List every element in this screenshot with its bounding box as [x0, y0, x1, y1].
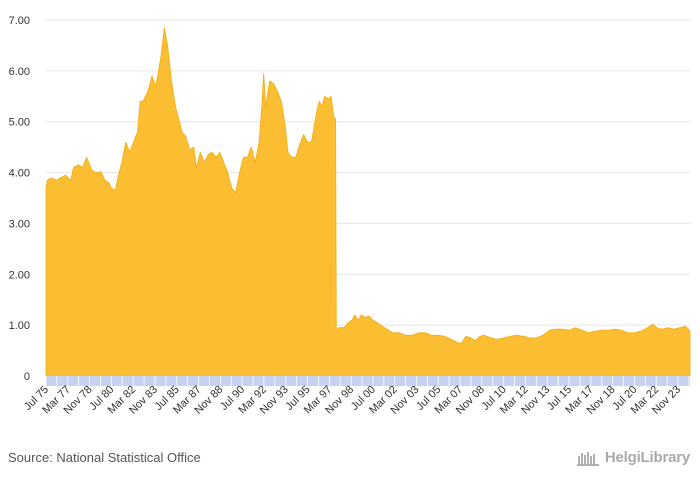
library-icon [576, 451, 599, 466]
y-tick-label: 3.00 [9, 218, 30, 230]
y-axis: 0 1.00 2.00 3.00 4.00 5.00 6.00 7.00 [9, 15, 30, 383]
brand-logo: HelgiLibrary [576, 449, 690, 466]
y-tick-label: 4.00 [9, 168, 30, 180]
x-axis-band [46, 376, 690, 386]
source-note: Source: National Statistical Office [8, 450, 201, 465]
y-tick-label: 6.00 [9, 66, 30, 78]
brand-name: HelgiLibrary [604, 449, 690, 466]
y-tick-label: 1.00 [9, 320, 30, 332]
y-tick-label: 0 [24, 371, 30, 383]
y-tick-label: 2.00 [9, 269, 30, 281]
series-layer [45, 27, 691, 377]
y-tick-label: 7.00 [9, 15, 30, 27]
area-series [45, 27, 691, 377]
y-tick-label: 5.00 [9, 117, 30, 129]
area-chart: 01.002.003.004.005.006.007.00 Jul 75Mar … [9, 15, 691, 417]
